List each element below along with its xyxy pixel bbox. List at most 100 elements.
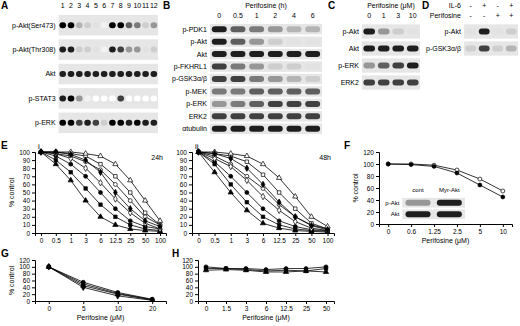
y-axis-title: % control: [8, 177, 15, 207]
tick-label: 50: [308, 237, 316, 244]
marker: [99, 180, 103, 186]
band: [134, 22, 141, 28]
tick-label: 100: [19, 263, 30, 270]
tick-mark: [189, 160, 192, 161]
x-axis-title: Perifosine (μM): [422, 237, 470, 245]
lane-label: 3: [396, 12, 400, 19]
blot-strip: [210, 124, 322, 134]
tick-mark: [215, 233, 216, 236]
series-line: [41, 152, 160, 221]
tick: 6: [262, 233, 266, 244]
tick-label: 25: [127, 237, 135, 244]
marker: [228, 189, 233, 194]
band: [305, 76, 320, 82]
row-label: Akt: [45, 70, 55, 77]
tick-mark: [32, 281, 35, 282]
band: [117, 95, 124, 101]
band: [142, 71, 149, 77]
blot-panel: Perifosine (h)00.51246p-PDK1p-AktAktp-FK…: [172, 2, 322, 134]
axis-line: [32, 261, 36, 302]
band: [363, 46, 375, 52]
annotation: 48h: [319, 154, 331, 161]
header-value: +: [496, 12, 500, 19]
band: [407, 46, 419, 52]
marker: [263, 269, 268, 274]
lane-label: 0: [367, 12, 371, 19]
series-line: [198, 152, 327, 230]
band: [151, 120, 158, 126]
tick-label: 10: [115, 305, 123, 312]
band: [249, 51, 264, 57]
blot-panel: contMyr-Aktp-AktAkt: [385, 187, 465, 219]
tick-mark: [434, 224, 435, 227]
tick-mark: [32, 267, 35, 268]
row-label: p-MEK: [186, 88, 208, 96]
band: [109, 95, 116, 101]
band: [407, 80, 419, 86]
blot-strip: [464, 24, 518, 38]
header-value: -: [470, 2, 473, 9]
inset-ground: [383, 184, 467, 222]
tick-label: 80: [186, 270, 194, 277]
marker: [224, 267, 227, 270]
blot-strip: [210, 99, 322, 109]
tick-mark: [49, 301, 50, 304]
y-axis: 0102030405060708090100: [176, 149, 192, 237]
tick-label: 3: [245, 305, 249, 312]
band: [76, 71, 83, 77]
band: [126, 120, 133, 126]
tick-mark: [328, 233, 329, 236]
band: [101, 22, 108, 28]
band: [492, 29, 503, 35]
row-label: Akt: [391, 211, 400, 217]
tick: 5: [82, 301, 86, 312]
band: [68, 22, 75, 28]
tick: 40: [23, 197, 35, 204]
tick-label: 25: [292, 237, 300, 244]
band: [134, 71, 141, 77]
tick: 40: [367, 197, 379, 204]
tick-mark: [503, 224, 504, 227]
tick: 6: [265, 301, 269, 312]
band: [479, 46, 490, 52]
tick-mark: [32, 301, 35, 302]
panel-letter: E: [1, 140, 8, 151]
tick-label: 120: [182, 257, 193, 264]
tick-mark: [266, 301, 267, 304]
series-line: [198, 152, 327, 231]
tick-label: 5: [82, 305, 86, 312]
band: [109, 47, 116, 53]
band: [212, 101, 227, 107]
tick: 0.5: [52, 233, 61, 244]
marker: [386, 162, 390, 166]
tick: 0: [40, 233, 44, 244]
tick-mark: [189, 217, 192, 218]
marker: [244, 153, 249, 158]
tick-mark: [376, 224, 379, 225]
marker: [157, 218, 162, 223]
tick-mark: [32, 176, 35, 177]
marker: [143, 198, 148, 203]
x-axis: 01.53612.52550: [199, 301, 335, 312]
tick-mark: [388, 224, 389, 227]
tick: 80: [23, 165, 35, 172]
tick: 12.5: [110, 233, 123, 244]
marker: [150, 297, 154, 301]
tick-label: 50: [23, 189, 31, 196]
panel-letter: H: [172, 248, 179, 259]
tick-label: 1.5: [222, 305, 231, 312]
tick-label: 6: [99, 237, 103, 244]
tick-mark: [160, 233, 161, 236]
tick: 40: [180, 197, 192, 204]
tick: 20: [23, 291, 35, 298]
blot-strip: [362, 41, 420, 55]
tick: 1.25: [428, 224, 441, 235]
band: [230, 126, 245, 132]
tick-mark: [247, 233, 248, 236]
tick-label: 80: [367, 173, 375, 180]
marker: [223, 267, 228, 272]
marker: [213, 150, 217, 156]
band: [506, 46, 517, 52]
tick-mark: [130, 233, 131, 236]
tick-label: 0: [26, 230, 30, 237]
